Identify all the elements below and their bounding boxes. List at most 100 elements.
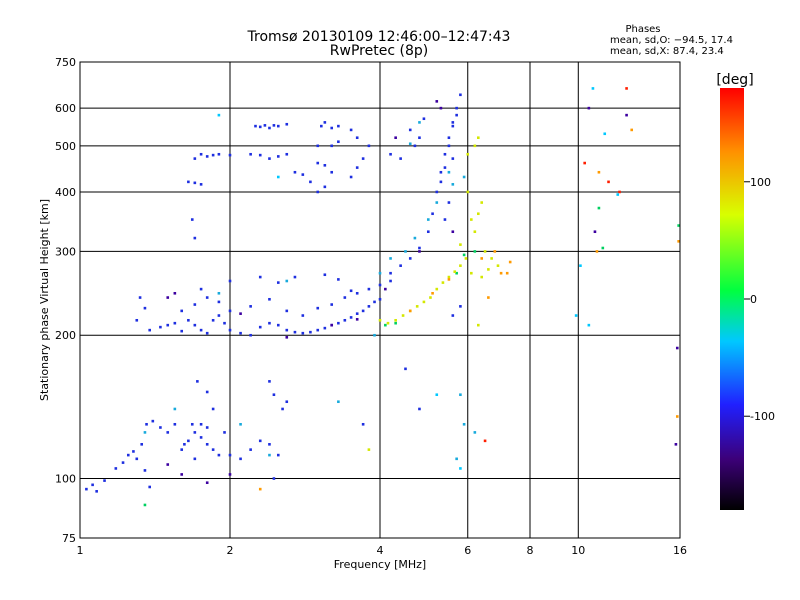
data-point — [413, 144, 417, 148]
data-point — [597, 170, 601, 174]
data-point — [281, 407, 284, 411]
colorbar-tick-label: 100 — [750, 176, 771, 189]
data-point — [404, 367, 407, 371]
data-point — [330, 170, 334, 174]
data-point — [205, 426, 209, 429]
data-point — [355, 166, 359, 169]
data-point — [447, 278, 451, 281]
data-point — [593, 230, 597, 234]
data-point — [418, 407, 421, 411]
data-point — [394, 321, 397, 325]
y-tick-label: 750 — [55, 56, 76, 69]
data-point — [211, 153, 215, 157]
data-point — [193, 457, 197, 461]
data-point — [394, 318, 397, 322]
data-point — [453, 270, 457, 273]
data-point — [447, 136, 451, 140]
data-points — [85, 87, 680, 507]
data-point — [199, 287, 203, 291]
data-point — [443, 218, 447, 221]
data-point — [166, 323, 170, 327]
data-point — [276, 453, 280, 457]
data-point — [349, 289, 353, 293]
data-point — [228, 153, 232, 157]
data-point — [508, 260, 512, 264]
data-point — [435, 201, 439, 204]
data-point — [401, 314, 405, 317]
data-point — [309, 180, 312, 184]
data-point — [148, 485, 152, 489]
data-point — [583, 161, 586, 165]
data-point — [272, 393, 276, 397]
data-point — [493, 250, 497, 253]
data-point — [268, 157, 271, 160]
data-point — [337, 321, 340, 325]
data-point — [199, 328, 203, 332]
data-point — [355, 291, 359, 295]
y-tick-label: 75 — [62, 532, 76, 545]
data-point — [193, 303, 197, 306]
data-point — [249, 305, 252, 308]
data-point — [285, 279, 289, 283]
data-point — [316, 190, 320, 194]
data-point — [323, 185, 327, 189]
data-point — [355, 318, 359, 321]
data-point — [173, 407, 177, 411]
data-point — [151, 419, 155, 423]
data-point — [211, 407, 215, 411]
data-point — [435, 393, 439, 397]
data-point — [462, 175, 466, 179]
data-point — [263, 124, 267, 127]
data-point — [193, 157, 197, 160]
data-point — [145, 422, 148, 426]
data-point — [138, 296, 142, 299]
data-point — [384, 287, 387, 291]
data-point — [285, 328, 289, 332]
data-point — [451, 124, 455, 128]
data-point — [285, 400, 289, 404]
data-point — [418, 121, 421, 124]
data-point — [337, 124, 340, 128]
data-point — [477, 212, 480, 216]
data-point — [459, 93, 462, 97]
x-tick-label: 1 — [77, 544, 84, 557]
data-point — [217, 291, 221, 295]
data-point — [459, 243, 462, 246]
data-point — [447, 201, 451, 204]
data-point — [258, 487, 262, 491]
data-point — [268, 453, 271, 457]
data-point — [205, 443, 209, 446]
data-point — [301, 173, 305, 176]
data-point — [293, 170, 297, 174]
data-point — [459, 393, 462, 397]
y-tick-label: 100 — [55, 473, 76, 486]
data-point — [618, 190, 621, 194]
data-point — [389, 271, 392, 275]
data-point — [249, 152, 252, 156]
data-point — [254, 124, 257, 128]
data-point — [140, 443, 144, 446]
data-point — [455, 113, 458, 117]
data-point — [205, 481, 209, 485]
data-point — [373, 333, 376, 337]
data-point — [591, 87, 595, 90]
y-tick-label: 600 — [55, 102, 76, 115]
data-point — [180, 309, 184, 313]
data-point — [301, 331, 305, 335]
data-point — [625, 87, 628, 90]
data-point — [337, 400, 340, 404]
data-point — [193, 431, 197, 434]
data-point — [268, 380, 271, 383]
data-point — [349, 316, 353, 319]
colorbar-tick-label: -100 — [750, 410, 775, 423]
data-point — [173, 291, 177, 295]
data-point — [268, 126, 271, 130]
data-point — [361, 157, 365, 160]
x-tick-label: 16 — [673, 544, 687, 557]
data-point — [422, 300, 426, 304]
data-point — [426, 218, 430, 221]
data-point — [466, 190, 470, 194]
data-point — [384, 323, 387, 327]
data-point — [187, 180, 190, 184]
data-point — [239, 331, 242, 335]
